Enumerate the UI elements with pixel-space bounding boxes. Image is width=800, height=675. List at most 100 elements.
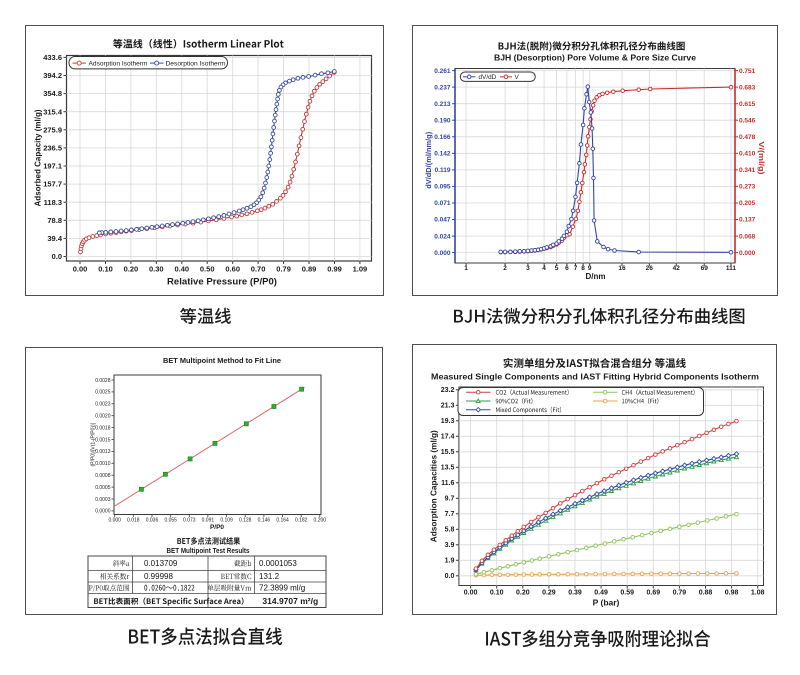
svg-text:131.2: 131.2 [259, 572, 280, 581]
svg-text:4: 4 [542, 265, 546, 272]
svg-text:0.39: 0.39 [568, 590, 582, 597]
svg-text:0.0: 0.0 [445, 573, 455, 580]
svg-text:0.99998: 0.99998 [144, 572, 173, 581]
svg-text:3.9: 3.9 [445, 542, 455, 549]
svg-text:9: 9 [588, 265, 592, 272]
svg-text:314.9707 m²/g: 314.9707 m²/g [262, 596, 318, 606]
svg-text:0.0010: 0.0010 [95, 461, 111, 467]
svg-text:0.29: 0.29 [542, 590, 556, 597]
svg-text:0.261: 0.261 [434, 68, 451, 75]
svg-text:0.013709: 0.013709 [144, 559, 178, 568]
svg-text:0.182: 0.182 [295, 518, 308, 524]
svg-text:0.0015: 0.0015 [95, 437, 111, 443]
svg-text:11.6: 11.6 [441, 480, 454, 487]
svg-text:0.30: 0.30 [149, 265, 164, 274]
svg-text:0.60: 0.60 [225, 265, 240, 274]
svg-text:39.4: 39.4 [47, 234, 62, 243]
svg-text:BET Multipoint Test Results: BET Multipoint Test Results [167, 546, 250, 555]
svg-text:197.1: 197.1 [43, 162, 62, 171]
svg-text:1.08: 1.08 [751, 590, 765, 597]
svg-text:0.036: 0.036 [146, 518, 159, 524]
svg-text:118.3: 118.3 [44, 198, 62, 207]
svg-text:0.341: 0.341 [739, 167, 756, 174]
svg-text:7.7: 7.7 [445, 511, 455, 518]
svg-text:0.018: 0.018 [127, 518, 140, 524]
svg-text:0.10: 0.10 [490, 590, 504, 597]
svg-text:0.0008: 0.0008 [95, 473, 111, 479]
svg-text:0.00: 0.00 [464, 590, 478, 597]
svg-text:26: 26 [646, 265, 654, 272]
svg-text:0.047: 0.047 [434, 217, 451, 224]
svg-text:69: 69 [701, 265, 709, 272]
svg-text:P/P0: P/P0 [210, 524, 224, 531]
svg-text:0.0000: 0.0000 [95, 509, 111, 515]
svg-text:9.7: 9.7 [445, 496, 455, 503]
svg-text:0.546: 0.546 [739, 117, 756, 124]
svg-text:5: 5 [555, 265, 559, 272]
svg-text:BJH (Desorption) Pore Volume &: BJH (Desorption) Pore Volume & Pore Size… [494, 53, 696, 63]
svg-text:0.00: 0.00 [73, 265, 88, 274]
svg-text:0.40: 0.40 [174, 265, 189, 274]
svg-text:0.213: 0.213 [434, 101, 451, 108]
svg-text:0.79: 0.79 [673, 590, 687, 597]
svg-text:72.3899 ml/g: 72.3899 ml/g [259, 584, 305, 593]
svg-text:0.000: 0.000 [108, 518, 121, 524]
svg-text:0.49: 0.49 [594, 590, 608, 597]
svg-text:0.751: 0.751 [739, 68, 756, 75]
svg-text:Measured Single Components and: Measured Single Components and IAST Fitt… [431, 372, 759, 382]
svg-text:0.073: 0.073 [183, 518, 196, 524]
svg-text:15.5: 15.5 [441, 449, 455, 456]
svg-text:0.119: 0.119 [435, 167, 451, 174]
svg-text:0.50: 0.50 [200, 265, 215, 274]
svg-text:0.683: 0.683 [739, 84, 756, 91]
svg-text:0.0018: 0.0018 [95, 425, 111, 431]
svg-text:0.200: 0.200 [314, 518, 327, 524]
svg-text:3: 3 [526, 265, 530, 272]
svg-text:8: 8 [581, 265, 585, 272]
svg-text:0.20: 0.20 [124, 265, 139, 274]
svg-text:0.091: 0.091 [202, 518, 215, 524]
svg-text:0.164: 0.164 [276, 518, 289, 524]
svg-text:(P/P0)/[V(1-(P/P0))]: (P/P0)/[V(1-(P/P0))] [91, 422, 97, 466]
svg-text:0.071: 0.071 [434, 200, 451, 207]
svg-text:Desorption Isotherm: Desorption Isotherm [166, 60, 226, 67]
svg-text:0.109: 0.109 [220, 518, 233, 524]
svg-text:6: 6 [565, 265, 569, 272]
svg-text:0.99: 0.99 [327, 265, 342, 274]
svg-text:0.69: 0.69 [646, 590, 660, 597]
svg-text:0.478: 0.478 [739, 134, 756, 141]
svg-text:BET Multipoint Method to Fit L: BET Multipoint Method to Fit Line [163, 356, 281, 365]
svg-text:0.0003: 0.0003 [95, 497, 111, 503]
svg-text:Relative Pressure (P/P0): Relative Pressure (P/P0) [167, 277, 277, 287]
svg-text:0.59: 0.59 [620, 590, 634, 597]
svg-text:0.20: 0.20 [516, 590, 530, 597]
svg-text:Adsorbed Capacity (ml/g): Adsorbed Capacity (ml/g) [34, 109, 43, 206]
svg-text:78.8: 78.8 [47, 216, 62, 225]
svg-text:0.79: 0.79 [276, 265, 291, 274]
svg-text:0.142: 0.142 [434, 151, 451, 158]
svg-text:0.615: 0.615 [739, 101, 756, 108]
svg-text:Adsorption Isotherm: Adsorption Isotherm [89, 60, 148, 67]
svg-text:0.410: 0.410 [739, 151, 756, 158]
svg-text:19.3: 19.3 [441, 418, 455, 425]
svg-text:1.9: 1.9 [445, 558, 455, 565]
svg-text:Adsorption Capacities (ml/g): Adsorption Capacities (ml/g) [430, 430, 439, 542]
svg-text:315.4: 315.4 [43, 107, 63, 116]
svg-text:0.068: 0.068 [739, 233, 756, 240]
svg-text:0.205: 0.205 [739, 200, 756, 207]
svg-text:P (bar): P (bar) [593, 598, 620, 608]
svg-text:23.2: 23.2 [441, 387, 455, 394]
svg-text:0.0: 0.0 [52, 252, 62, 261]
svg-text:2: 2 [503, 265, 507, 272]
svg-text:0.88: 0.88 [699, 590, 713, 597]
svg-text:0.70: 0.70 [251, 265, 266, 274]
svg-text:354.8: 354.8 [43, 89, 62, 98]
svg-text:0.0005: 0.0005 [95, 485, 111, 491]
svg-text:0.024: 0.024 [434, 233, 451, 240]
svg-text:0.0001053: 0.0001053 [259, 559, 297, 568]
svg-text:V: V [515, 74, 520, 81]
svg-text:21.3: 21.3 [441, 403, 455, 410]
svg-text:111: 111 [726, 265, 737, 272]
svg-text:394.2: 394.2 [43, 71, 62, 80]
svg-text:0.0020: 0.0020 [95, 414, 111, 420]
